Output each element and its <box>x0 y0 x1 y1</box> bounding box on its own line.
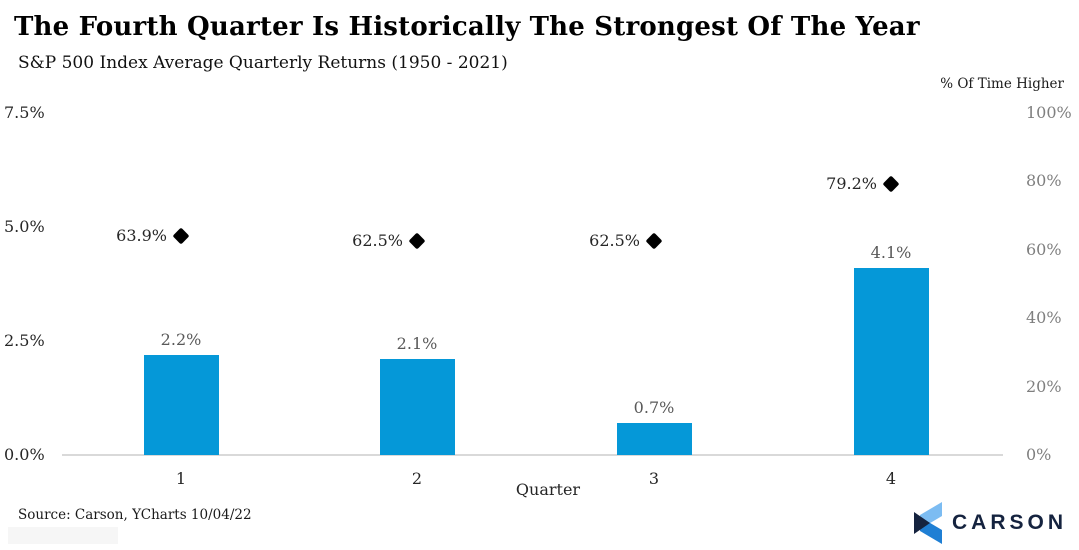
bar-q2 <box>379 359 455 455</box>
chart-title: The Fourth Quarter Is Historically The S… <box>14 12 920 42</box>
left-axis-tick-7.5%: 7.5% <box>4 103 45 122</box>
bar-value-label-q2: 2.1% <box>396 334 438 354</box>
x-axis-category-q3: 3 <box>648 469 660 488</box>
diamond-marker-q4 <box>882 175 900 193</box>
bar-q3 <box>616 423 692 455</box>
source-note: Source: Carson, YCharts 10/04/22 <box>18 507 252 523</box>
carson-logo-mark-icon <box>913 502 942 544</box>
right-axis-tick-0%: 0% <box>1026 445 1052 464</box>
x-axis-title: Quarter <box>515 480 581 499</box>
chart-subtitle: S&P 500 Index Average Quarterly Returns … <box>18 53 508 73</box>
left-axis-tick-2.5%: 2.5% <box>4 331 45 350</box>
right-axis-tick-100%: 100% <box>1026 103 1072 122</box>
diamond-value-label-q1: 63.9% <box>116 226 167 246</box>
right-axis-tick-60%: 60% <box>1026 239 1062 259</box>
watermark <box>8 527 118 544</box>
carson-logo-text: CARSON <box>951 511 1067 534</box>
right-axis-tick-20%: 20% <box>1026 376 1062 396</box>
diamond-marker-q3 <box>645 232 663 250</box>
bar-q1 <box>143 354 219 455</box>
diamond-marker-q1 <box>172 227 190 245</box>
x-axis-line <box>62 454 1003 456</box>
left-axis-tick-0.0%: 0.0% <box>4 445 45 464</box>
carson-logo: CARSON <box>913 501 1067 545</box>
diamond-marker-q2 <box>408 232 426 250</box>
x-axis-category-q2: 2 <box>411 469 423 488</box>
right-axis-tick-40%: 40% <box>1026 308 1062 328</box>
bar-value-label-q3: 0.7% <box>633 398 675 418</box>
bar-value-label-q1: 2.2% <box>160 329 202 349</box>
left-axis-tick-5.0%: 5.0% <box>4 217 45 236</box>
x-axis-category-q4: 4 <box>885 469 897 488</box>
bar-q4 <box>853 268 929 455</box>
diamond-value-label-q3: 62.5% <box>589 231 640 251</box>
right-axis-title: % Of Time Higher <box>940 76 1064 92</box>
bar-value-label-q4: 4.1% <box>870 243 912 263</box>
diamond-value-label-q2: 62.5% <box>352 231 403 251</box>
x-axis-category-q1: 1 <box>175 469 187 488</box>
diamond-value-label-q4: 79.2% <box>826 174 877 194</box>
right-axis-tick-80%: 80% <box>1026 171 1062 191</box>
